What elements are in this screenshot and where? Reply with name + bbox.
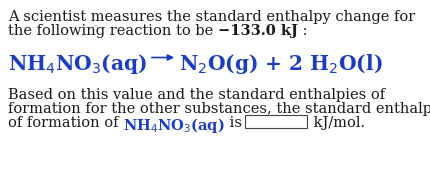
Text: −133.0 kJ: −133.0 kJ — [218, 24, 297, 38]
Text: of formation of: of formation of — [8, 116, 123, 130]
Bar — [244, 115, 306, 128]
Text: A scientist measures the standard enthalpy change for: A scientist measures the standard enthal… — [8, 10, 414, 24]
Text: kJ/mol.: kJ/mol. — [308, 116, 364, 130]
Text: is: is — [224, 116, 241, 130]
Text: formation for the other substances, the standard enthalpy: formation for the other substances, the … — [8, 102, 430, 116]
Text: Based on this value and the standard enthalpies of: Based on this value and the standard ent… — [8, 88, 384, 102]
Text: the following reaction to be: the following reaction to be — [8, 24, 218, 38]
Text: N$_2$O(g) + 2 H$_2$O(l): N$_2$O(g) + 2 H$_2$O(l) — [178, 52, 382, 76]
Text: :: : — [297, 24, 307, 38]
Text: NH$_4$NO$_3$(aq): NH$_4$NO$_3$(aq) — [123, 116, 224, 135]
Text: NH$_4$NO$_3$(aq): NH$_4$NO$_3$(aq) — [8, 52, 147, 76]
